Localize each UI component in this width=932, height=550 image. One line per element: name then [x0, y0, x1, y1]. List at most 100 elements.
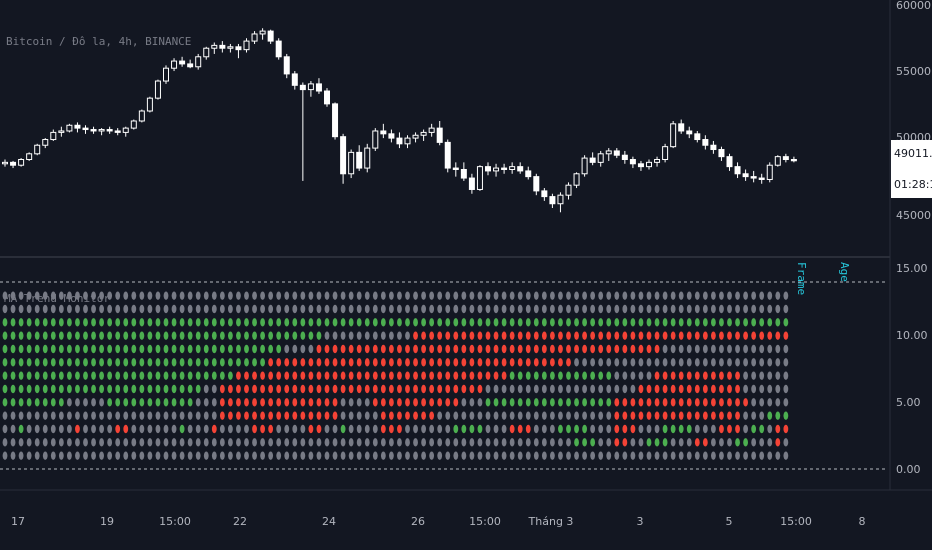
- trend-dot: [469, 424, 475, 434]
- table-header-frame: Frame: [795, 262, 808, 295]
- trend-dot: [461, 371, 467, 380]
- trend-dot: [582, 424, 587, 434]
- trend-dot: [437, 451, 443, 460]
- trend-dot: [453, 371, 459, 380]
- trend-dot: [75, 398, 80, 407]
- indicator-pane[interactable]: MA Trend Monitor Frame Age: [0, 262, 888, 470]
- trend-dot: [678, 331, 684, 340]
- trend-dot: [316, 438, 322, 447]
- trend-dot: [590, 384, 596, 394]
- trend-dot: [300, 344, 306, 354]
- candle: [235, 43, 242, 59]
- trend-dot: [115, 411, 121, 420]
- trend-dot: [300, 451, 306, 460]
- trend-dot: [42, 371, 48, 380]
- trend-dot: [397, 424, 402, 434]
- candle: [348, 149, 355, 179]
- trend-dot: [99, 371, 104, 380]
- trend-dot: [340, 304, 346, 314]
- trend-dot: [380, 358, 386, 367]
- trend-dot: [646, 424, 652, 434]
- trend-dot: [2, 384, 8, 394]
- trend-dot: [525, 398, 531, 407]
- trend-dot: [284, 318, 290, 327]
- trend-dot: [34, 358, 40, 367]
- trend-dot: [405, 451, 410, 460]
- candle: [782, 153, 789, 163]
- trend-dot: [276, 371, 282, 380]
- trend-dot: [614, 371, 620, 380]
- trend-dot: [348, 451, 354, 460]
- trend-dot: [638, 318, 644, 327]
- trend-dot: [332, 411, 338, 420]
- trend-dot: [58, 344, 64, 354]
- trend-dot: [34, 331, 40, 340]
- trend-dot: [590, 424, 596, 434]
- trend-dot: [727, 411, 732, 420]
- trend-dot: [131, 411, 137, 420]
- trend-dot: [743, 304, 748, 314]
- trend-dot: [461, 438, 467, 447]
- trend-dot: [461, 304, 467, 314]
- candle: [428, 123, 435, 137]
- trend-dot: [260, 331, 265, 340]
- trend-dot: [558, 424, 563, 434]
- trend-dot: [179, 438, 185, 447]
- trend-dot: [405, 438, 410, 447]
- trend-dot: [413, 358, 418, 367]
- trend-dot: [268, 411, 274, 420]
- trend-dot: [236, 358, 241, 367]
- trend-dot: [300, 384, 306, 394]
- trend-dot: [517, 384, 523, 394]
- trend-dot: [123, 384, 129, 394]
- trend-dot: [630, 291, 636, 300]
- trend-dot: [348, 398, 354, 407]
- trend-dot: [260, 398, 265, 407]
- trend-dot: [533, 291, 539, 300]
- trend-dot: [566, 331, 571, 340]
- trend-dot: [614, 384, 620, 394]
- trend-dot: [678, 358, 684, 367]
- trend-dot: [461, 384, 467, 394]
- trend-dot: [509, 344, 515, 354]
- trend-dot: [445, 318, 451, 327]
- trend-dot: [83, 398, 88, 407]
- trend-dot: [171, 344, 177, 354]
- trend-dot: [364, 438, 370, 447]
- trend-dot: [107, 371, 113, 380]
- price-scale[interactable]: 60000.00 55000.00 50000.00 45000.00 4901…: [889, 0, 932, 490]
- trend-dot: [694, 291, 700, 300]
- trend-dot: [622, 291, 628, 300]
- time-tick-17: 17: [11, 515, 25, 528]
- trend-dot: [2, 371, 8, 380]
- trend-dot: [380, 384, 386, 394]
- trend-dot: [711, 318, 716, 327]
- trend-dot: [18, 384, 24, 394]
- time-scale[interactable]: 17 19 15:00 22 24 26 15:00 Tháng 3 3 5 1…: [0, 489, 932, 528]
- trend-dot: [678, 411, 684, 420]
- trend-dot: [2, 331, 8, 340]
- trend-dot: [727, 344, 732, 354]
- trend-dot: [276, 331, 282, 340]
- trend-dot: [187, 398, 193, 407]
- trend-dot: [743, 451, 748, 460]
- trend-dot: [107, 304, 113, 314]
- time-tick-1500-c: 15:00: [780, 515, 812, 528]
- trend-dot: [759, 438, 765, 447]
- trend-dot: [147, 451, 153, 460]
- trend-dot: [558, 344, 563, 354]
- trend-dot: [437, 331, 443, 340]
- trend-dot: [75, 371, 80, 380]
- trend-dot: [332, 438, 338, 447]
- trend-dot: [566, 371, 571, 380]
- trend-dot: [686, 451, 692, 460]
- price-pane[interactable]: Bitcoin / Đô la, 4h, BINANCE: [2, 28, 797, 213]
- trend-dot: [606, 398, 612, 407]
- trend-dot: [356, 358, 362, 367]
- trend-dot: [686, 318, 692, 327]
- candle: [243, 38, 250, 53]
- trend-dot: [163, 318, 169, 327]
- trend-dot: [702, 344, 708, 354]
- trend-dot: [18, 438, 24, 447]
